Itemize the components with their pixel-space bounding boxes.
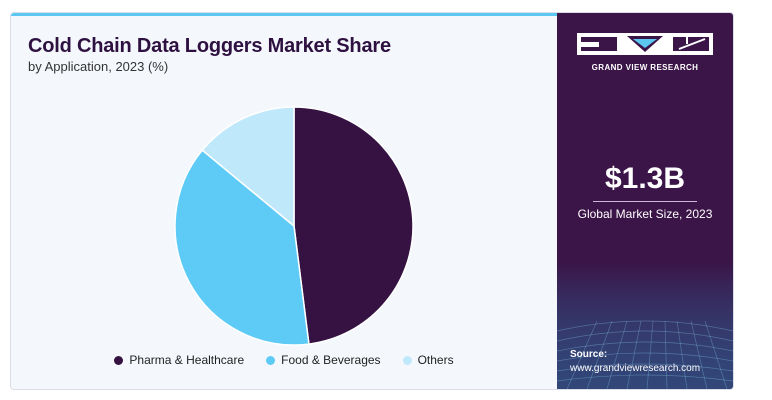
legend-item-food-beverages: Food & Beverages — [266, 353, 381, 367]
legend-label: Others — [417, 353, 454, 367]
chart-card: Cold Chain Data Loggers Market Share by … — [10, 12, 734, 390]
pie-slice-others — [201, 106, 295, 228]
brand-name: GRAND VIEW RESEARCH — [591, 63, 699, 72]
source-url: www.grandviewresearch.com — [570, 363, 701, 374]
legend-swatch — [402, 355, 412, 365]
top-accent-bar — [11, 13, 557, 16]
legend-item-others: Others — [402, 353, 454, 367]
decorative-grid-graphic — [557, 261, 733, 389]
legend-swatch — [114, 355, 124, 365]
market-size-label: Global Market Size, 2023 — [577, 207, 713, 221]
pie-slice-pharma-healthcare — [293, 106, 414, 345]
chart-title: Cold Chain Data Loggers Market Share — [28, 35, 391, 57]
chart-panel: Cold Chain Data Loggers Market Share by … — [11, 13, 557, 389]
market-size-value: $1.3B — [604, 162, 686, 195]
source-label: Source: — [570, 349, 608, 360]
legend-swatch — [266, 355, 276, 365]
chart-subtitle: by Application, 2023 (%) — [28, 59, 169, 74]
legend-item-pharma-healthcare: Pharma & Healthcare — [114, 353, 244, 367]
legend-label: Food & Beverages — [281, 353, 381, 367]
sidebar-panel: GRAND VIEW RESEARCH $1.3B Global Market … — [557, 13, 733, 389]
chart-legend: Pharma & Healthcare Food & Beverages Other… — [11, 353, 557, 367]
stat-divider — [593, 201, 697, 202]
grand-view-research-logo-icon — [577, 33, 713, 55]
pie-slice-food-beverages — [174, 149, 310, 346]
legend-label: Pharma & Healthcare — [129, 353, 245, 367]
pie-chart — [174, 106, 414, 346]
